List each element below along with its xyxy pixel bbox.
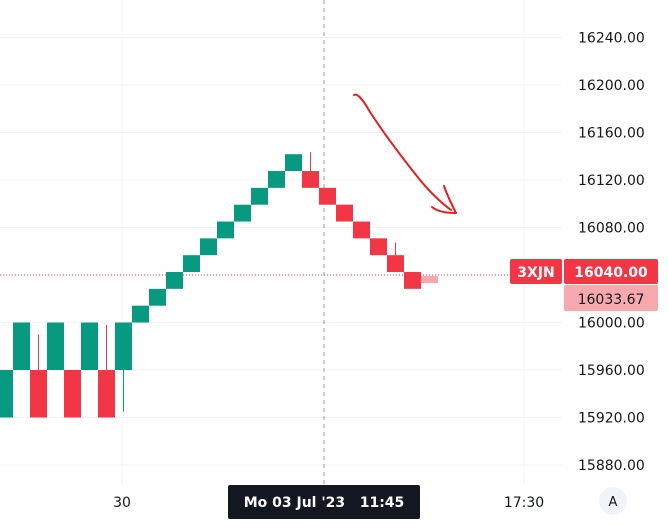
auto-scale-button[interactable]: A (599, 487, 627, 515)
price-axis[interactable]: 16240.00 16200.00 16160.00 16120.00 16080.00… (578, 31, 645, 475)
brick-pending (421, 276, 438, 283)
brick-up (47, 322, 64, 370)
brick-up (268, 171, 285, 188)
brick-up (251, 187, 268, 205)
price-tick-label: 16120.00 (578, 173, 645, 189)
brick-down (387, 255, 404, 273)
brick-up (81, 322, 98, 370)
brick-up (132, 305, 149, 323)
brick-up (13, 322, 30, 370)
brick-up (217, 221, 234, 239)
crosshair-time-label: Mo 03 Jul '23 11:45 (228, 485, 420, 519)
last-price-label: 16040.00 (564, 259, 658, 284)
renko-bricks (0, 152, 438, 418)
price-tick-label: 15920.00 (578, 411, 645, 427)
symbol-tag: 3XJN (510, 259, 562, 284)
symbol-tag-text: 3XJN (517, 265, 554, 281)
brick-down (30, 370, 47, 418)
price-tick-label: 16240.00 (578, 31, 645, 47)
time-tick-1730: 17:30 (504, 495, 544, 511)
brick-up (0, 370, 13, 418)
auto-scale-label: A (609, 495, 618, 510)
brick-up (200, 238, 217, 256)
current-price-label: 16033.67 (564, 285, 658, 311)
brick-up (166, 272, 183, 289)
grid (0, 0, 562, 485)
time-tick-30: 30 (113, 495, 131, 511)
brick-down (98, 370, 115, 418)
brick-down (370, 238, 387, 256)
time-axis[interactable]: 30 17:30 (113, 495, 544, 511)
price-tick-label: 16080.00 (578, 221, 645, 237)
brick-down (64, 370, 81, 418)
brick-down (302, 171, 319, 188)
brick-up (234, 204, 251, 222)
horizontal-gridlines (0, 37, 562, 466)
brick-up (149, 288, 166, 306)
price-tick-label: 16160.00 (578, 126, 645, 142)
brick-up (115, 322, 132, 370)
price-tick-label: 15960.00 (578, 363, 645, 379)
brick-down (404, 272, 421, 289)
brick-down (319, 187, 336, 205)
price-tick-label: 16200.00 (578, 78, 645, 94)
brick-up (285, 154, 302, 172)
price-tick-label: 16000.00 (578, 316, 645, 332)
last-price-label-text: 16040.00 (574, 265, 648, 281)
crosshair-time-text: Mo 03 Jul '23 11:45 (244, 495, 405, 511)
current-price-label-text: 16033.67 (578, 292, 645, 308)
brick-down (353, 221, 370, 239)
brick-up (183, 255, 200, 273)
brick-down (336, 204, 353, 222)
price-tick-label: 15880.00 (578, 458, 645, 474)
down-arrow-annotation[interactable] (353, 93, 457, 214)
